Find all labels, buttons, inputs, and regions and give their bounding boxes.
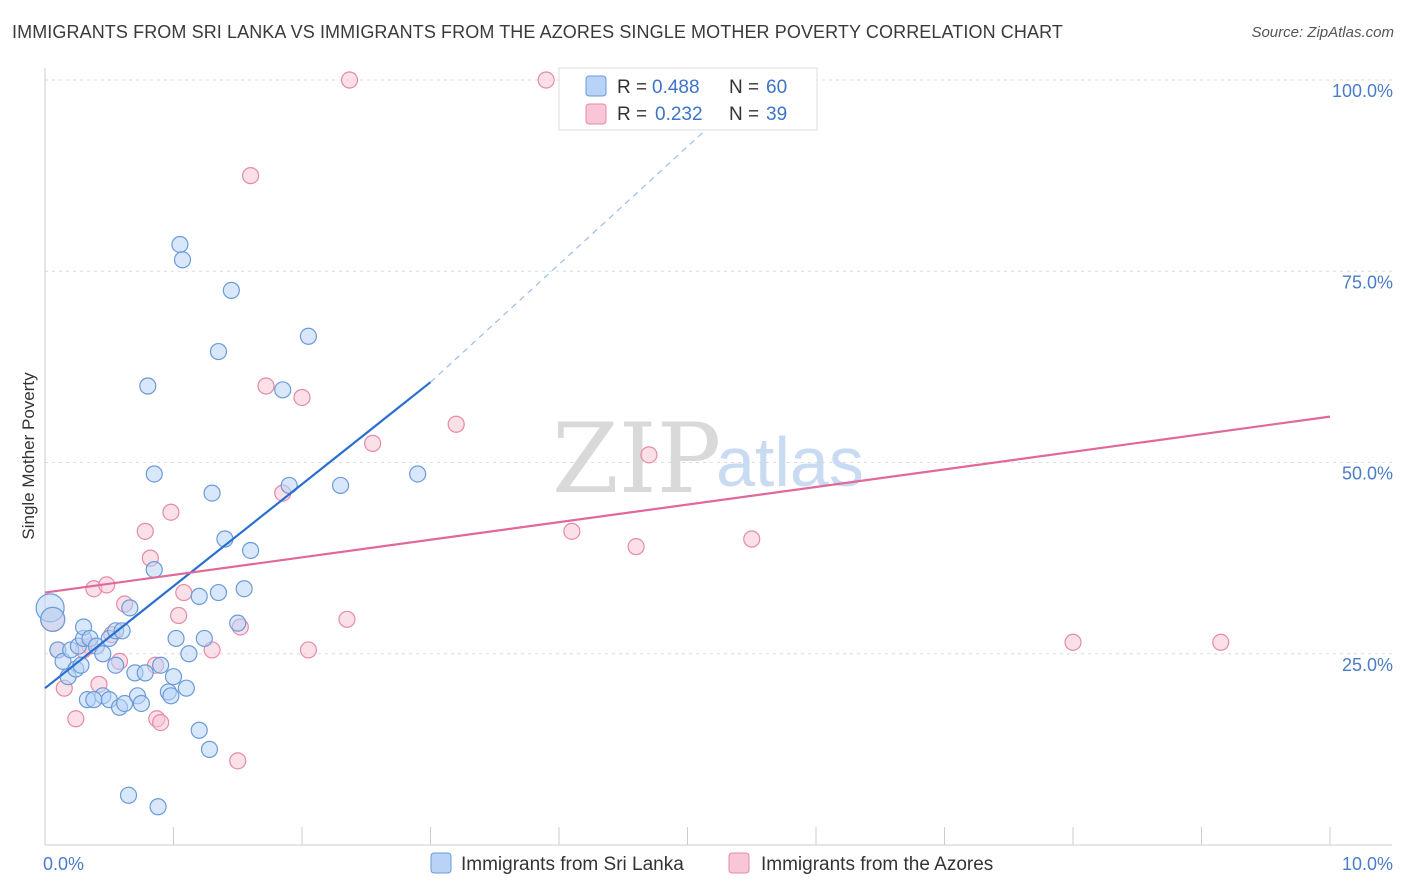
sri-lanka-point	[180, 645, 198, 663]
azores-point	[1064, 633, 1082, 651]
sri-lanka-point	[190, 721, 208, 739]
bottom-legend-swatch-azores	[728, 852, 750, 874]
watermark-zip-text: ZIP	[552, 403, 721, 515]
sri-lanka-point	[299, 327, 318, 345]
legend-n-value-azores: 39	[766, 104, 787, 125]
azores-point	[175, 583, 193, 602]
sri-lanka-point	[94, 645, 112, 663]
azores-point	[447, 415, 465, 433]
sri-lanka-point	[274, 381, 292, 399]
azores-point	[340, 71, 359, 89]
azores-point	[162, 503, 180, 521]
bottom-legend-swatch-sri-lanka	[430, 852, 452, 874]
azores-point	[1212, 633, 1230, 651]
sri-lanka-point	[145, 465, 163, 483]
azores-point	[229, 752, 247, 770]
azores-point	[743, 530, 761, 548]
azores-point	[537, 71, 555, 89]
sri-lanka-trend-extension	[430, 87, 753, 383]
sri-lanka-point	[136, 664, 154, 682]
x-tick-labels: 0.0% 10.0%	[43, 854, 1393, 874]
legend-n-value-sri-lanka: 60	[766, 77, 787, 98]
legend-n-label-1: N =	[729, 77, 759, 98]
chart-title: IMMIGRANTS FROM SRI LANKA VS IMMIGRANTS …	[12, 22, 1063, 42]
sri-lanka-point	[132, 694, 150, 713]
sri-lanka-point	[164, 668, 183, 686]
legend-r-value-azores: 0.232	[655, 104, 703, 125]
bottom-legend-label-sri-lanka: Immigrants from Sri Lanka	[461, 854, 684, 875]
legend-swatch-sri-lanka	[585, 75, 607, 97]
azores-point	[136, 522, 154, 540]
sri-lanka-points	[35, 235, 427, 816]
legend-box: R = 0.488 N = 60 R = 0.232 N = 39	[558, 67, 818, 131]
sri-lanka-trend-line	[44, 381, 432, 690]
sri-lanka-point	[149, 798, 167, 816]
sri-lanka-point	[116, 694, 134, 713]
sri-lanka-point	[139, 377, 157, 395]
sri-lanka-point	[85, 691, 103, 709]
azores-point	[67, 710, 85, 728]
y-tick-label: 100.0%	[1332, 81, 1393, 101]
sri-lanka-point	[235, 580, 253, 598]
trend-lines	[44, 87, 1331, 690]
y-tick-label: 50.0%	[1342, 464, 1393, 484]
azores-trend-line	[44, 415, 1331, 594]
azores-point	[299, 641, 318, 659]
legend-n-label-2: N =	[729, 104, 759, 125]
sri-lanka-point	[145, 560, 163, 579]
azores-point	[338, 610, 356, 628]
bottom-legend-label-azores: Immigrants from the Azores	[761, 854, 993, 875]
y-tick-labels: 25.0% 50.0% 75.0% 100.0%	[1332, 81, 1393, 675]
y-tick-label: 25.0%	[1342, 655, 1393, 675]
sri-lanka-point	[331, 476, 350, 495]
azores-point	[563, 522, 581, 540]
azores-point	[640, 446, 658, 464]
gridlines	[45, 79, 1392, 655]
sri-lanka-point	[40, 606, 66, 632]
azores-point	[170, 606, 188, 625]
watermark: ZIP atlas	[552, 403, 864, 515]
sri-lanka-point	[152, 656, 170, 674]
sri-lanka-point	[167, 629, 185, 648]
azores-point	[627, 538, 645, 556]
azores-point	[293, 388, 311, 407]
azores-point	[152, 713, 170, 732]
sri-lanka-point	[121, 599, 139, 617]
y-tick-label: 75.0%	[1342, 272, 1393, 292]
source-label: Source: ZipAtlas.com	[1251, 24, 1394, 41]
sri-lanka-point	[171, 235, 189, 254]
legend-r-value-sri-lanka: 0.488	[652, 77, 700, 98]
sri-lanka-point	[209, 342, 228, 361]
sri-lanka-point	[119, 786, 138, 804]
sri-lanka-point	[162, 687, 180, 705]
sri-lanka-point	[173, 251, 192, 269]
legend-r-label-1: R =	[617, 77, 647, 98]
axes	[44, 68, 1392, 846]
sri-lanka-point	[222, 281, 240, 299]
sri-lanka-point	[242, 541, 260, 560]
sri-lanka-point	[190, 587, 208, 605]
legend-swatch-azores	[585, 103, 607, 125]
sri-lanka-point	[195, 629, 213, 648]
y-axis-label: Single Mother Poverty	[19, 372, 38, 540]
azores-point	[364, 434, 382, 452]
azores-point	[257, 377, 275, 395]
sri-lanka-point	[177, 679, 195, 697]
sri-lanka-point	[209, 583, 228, 602]
watermark-atlas-text: atlas	[716, 423, 864, 501]
sri-lanka-point	[203, 484, 221, 502]
bottom-legend: Immigrants from Sri Lanka Immigrants fro…	[430, 852, 993, 875]
x-tick-label: 10.0%	[1342, 854, 1393, 874]
sri-lanka-point	[229, 614, 247, 632]
legend-r-label-2: R =	[617, 104, 647, 125]
x-tick-label: 0.0%	[43, 854, 84, 874]
sri-lanka-point	[200, 740, 219, 758]
sri-lanka-point	[409, 465, 427, 483]
azores-point	[242, 167, 260, 185]
sri-lanka-point	[107, 656, 125, 674]
sri-lanka-point	[113, 622, 131, 640]
